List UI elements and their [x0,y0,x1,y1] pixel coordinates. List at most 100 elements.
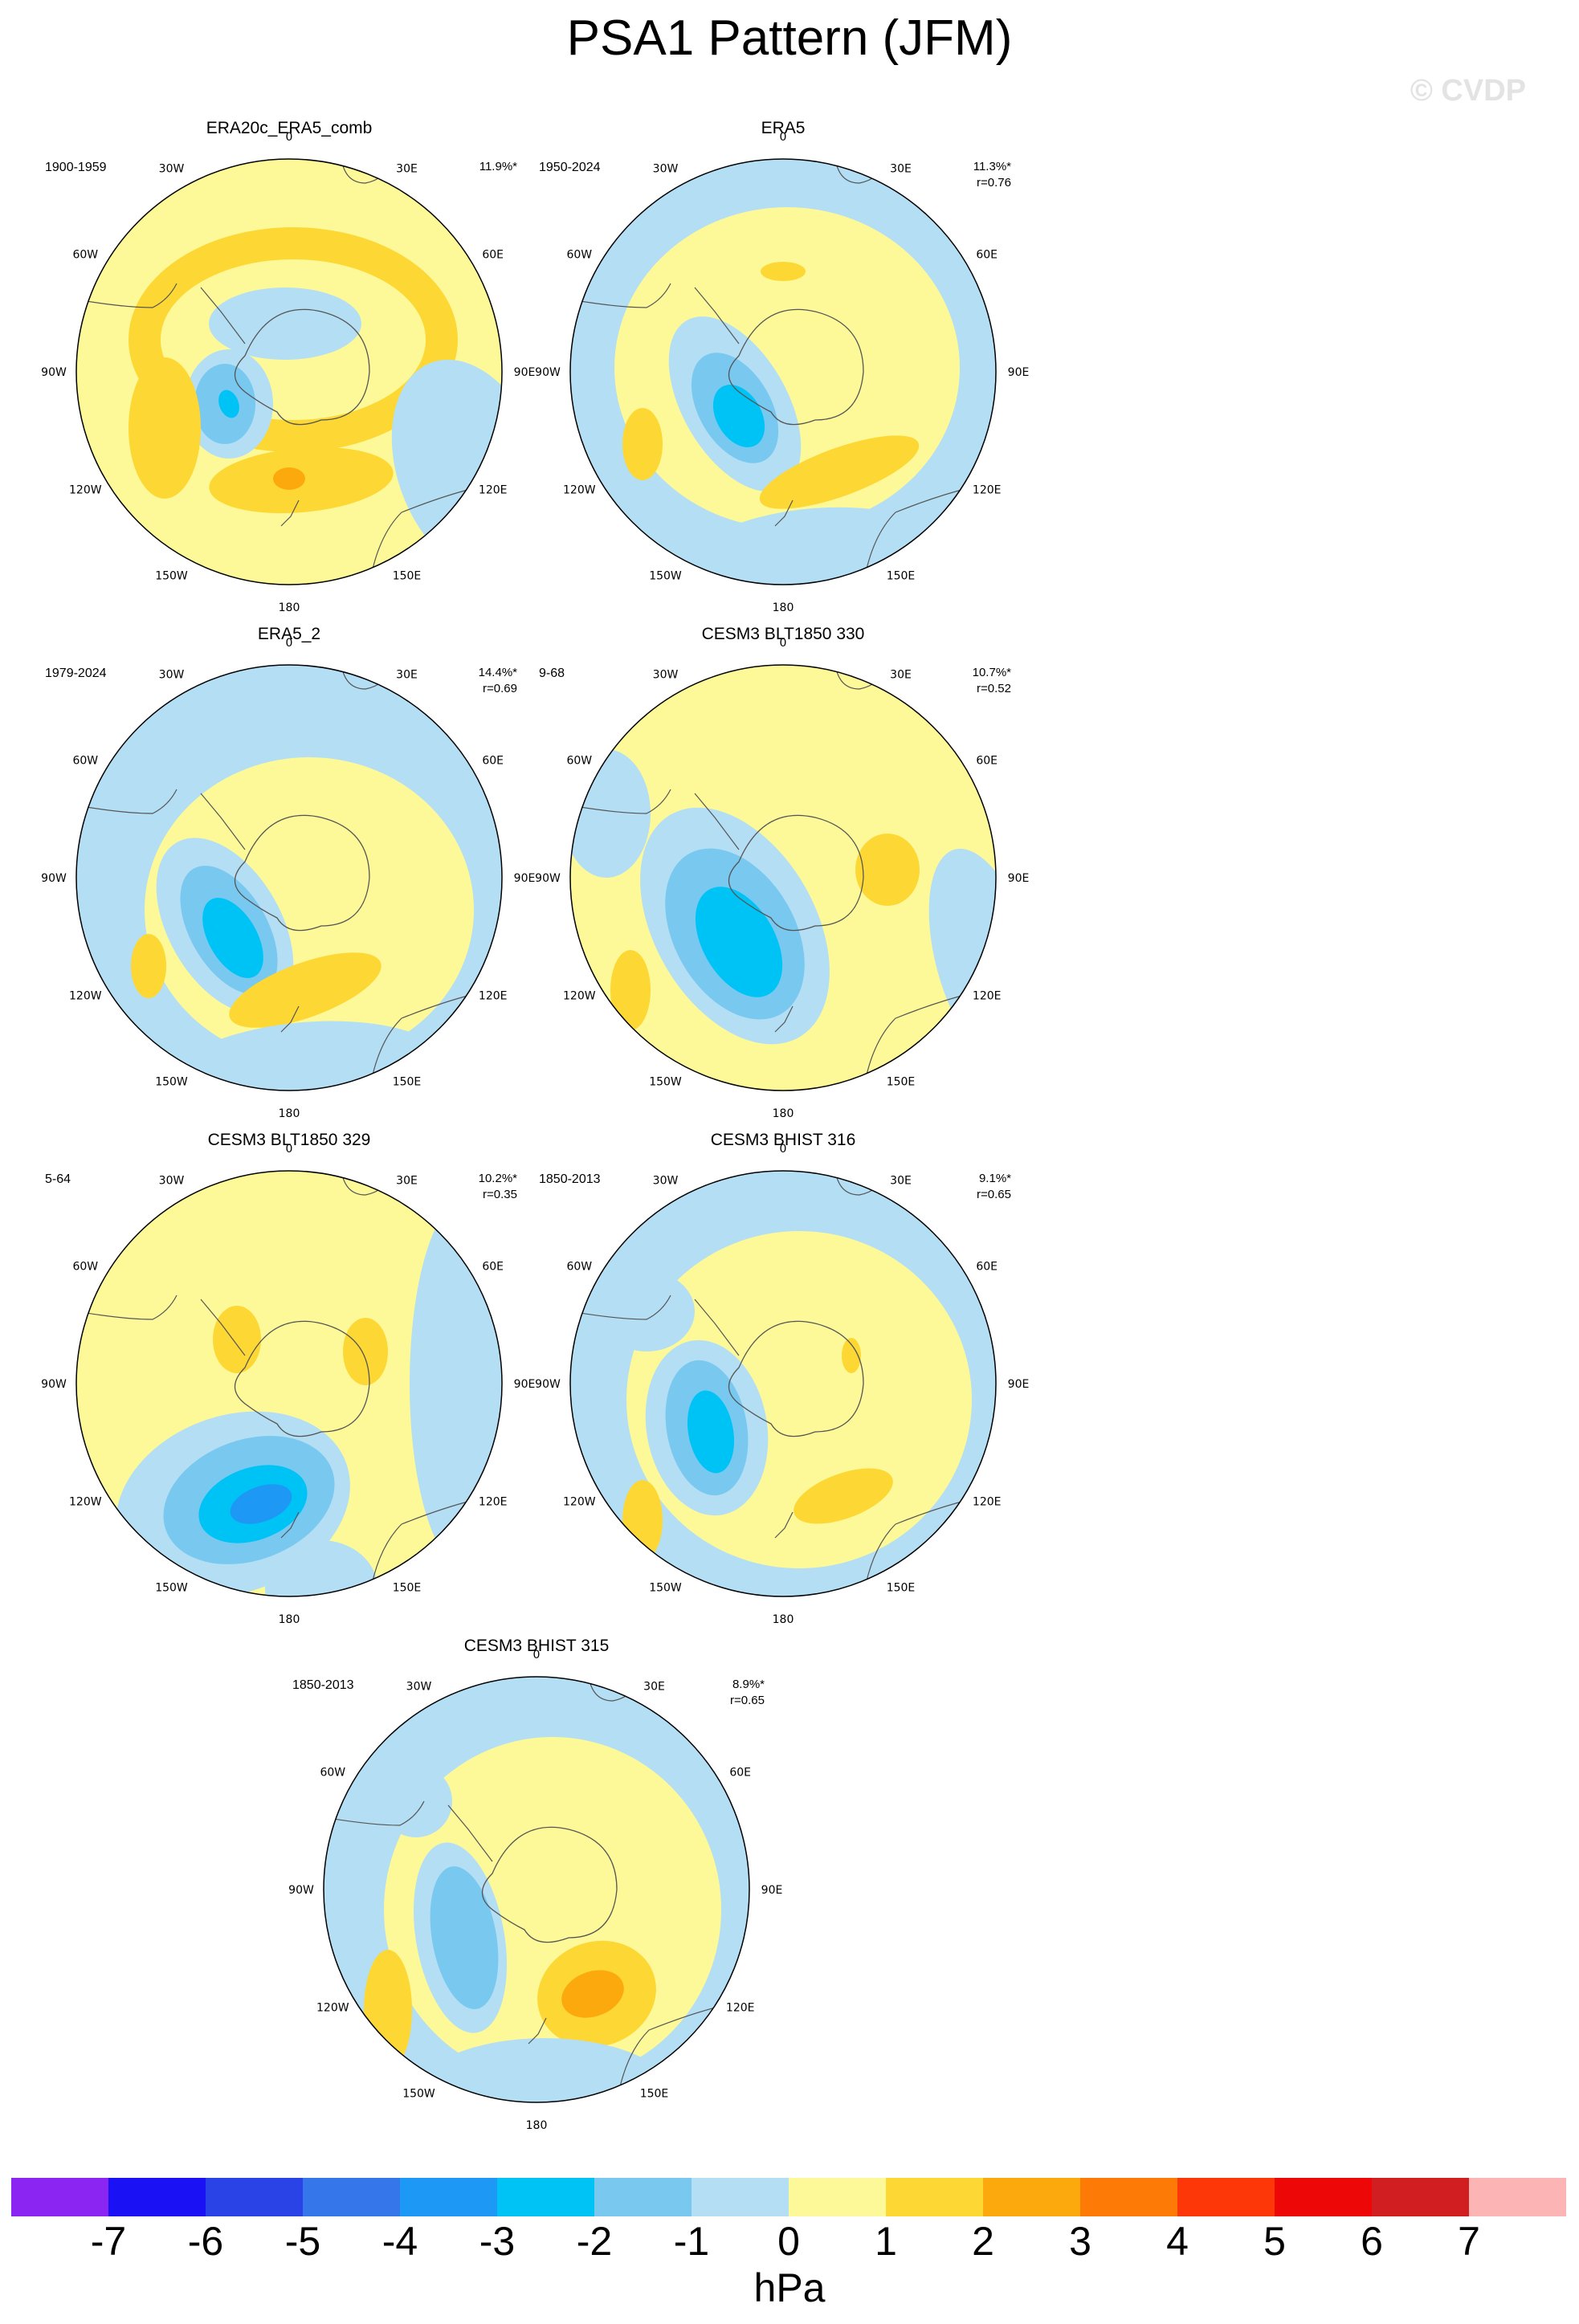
longitude-label: 120W [69,1496,102,1509]
new-zealand-coastline [280,1005,300,1033]
longitude-label: 60E [482,1261,504,1274]
contour-region [218,389,239,418]
panel-stats: 10.2%* r=0.35 [479,1171,517,1203]
contour-region [622,1480,663,1560]
longitude-label: 30W [159,162,185,175]
contour-region [416,2038,673,2102]
panel-title: CESM3 BLT1850 330 [701,625,865,643]
contour-region [229,952,381,1028]
peninsula-coastline [447,1804,493,1862]
variance-explained: 9.1%* [978,1172,1011,1185]
longitude-label: 120W [69,990,102,1003]
longitude-label: 30W [406,1680,432,1693]
longitude-label: 120E [726,2002,755,2015]
panel-period: 9-68 [539,667,565,680]
longitude-label: 90W [535,1378,561,1391]
longitude-label: 180 [773,601,794,614]
longitude-label: 120E [973,484,1002,497]
colorbar-segment [206,2178,303,2216]
colorbar-segment [692,2178,789,2216]
longitude-label: 60W [320,1767,345,1780]
longitude-label: 150E [393,1582,422,1595]
colorbar-segment [11,2178,108,2216]
antarctica-coastline [234,308,370,426]
colorbar-tick-label: -4 [381,2219,418,2264]
longitude-label: 150E [887,1076,916,1089]
map-panel: 0 30E 60E 90E 120E 150E 180 150W 120W 90W 60W 30W CE… [526,625,1040,1120]
panel-period: 1900-1959 [45,161,107,174]
colorbar-segment [789,2178,886,2216]
longitude-label: 60W [72,755,98,768]
colorbar-segment [983,2178,1080,2216]
longitude-label: 90E [514,366,536,379]
contour-region [343,1318,388,1385]
contour-region [161,1021,450,1091]
new-zealand-coastline [280,1511,300,1539]
contour-region [842,1338,861,1373]
longitude-label: 150W [155,1076,188,1089]
australia-coastline [863,1499,969,1596]
map-panel: 0 30E 60E 90E 120E 150E 180 150W 120W 90W 60W 30W CE… [32,1131,546,1626]
polar-map: 0 30E 60E 90E 120E 150E 180 150W 120W 90W 60W 30W [41,1143,535,1626]
colorbar-tick-label: 5 [1263,2219,1286,2264]
antarctica-coastline [234,814,370,932]
panel-title: CESM3 BHIST 316 [710,1131,856,1149]
contour-region [794,1468,893,1524]
panel-title: ERA5_2 [257,625,321,643]
colorbar-segment [1275,2178,1372,2216]
longitude-label: 0 [780,637,787,650]
map-border [569,664,997,1091]
pattern-correlation: r=0.52 [977,682,1011,695]
longitude-label: 90E [514,872,536,885]
variance-explained: 10.7%* [972,666,1011,679]
longitude-label: 0 [780,131,787,144]
south-america-coastline [570,1295,671,1320]
figure-title: PSA1 Pattern (JFM) [566,10,1013,66]
panel-period: 1979-2024 [45,667,107,680]
panel-title: ERA20c_ERA5_comb [206,119,373,137]
longitude-label: 180 [773,1613,794,1626]
longitude-label: 30E [890,668,912,681]
longitude-label: 150W [155,1582,188,1595]
colorbar-tick-label: 2 [972,2219,994,2264]
antarctica-coastline [728,814,864,932]
panel-stats: 9.1%* r=0.65 [977,1171,1011,1203]
longitude-label: 90E [1008,872,1030,885]
south-america-coastline [570,283,671,308]
new-zealand-coastline [774,1005,794,1033]
colorbar [11,2178,1566,2216]
longitude-label: 150E [887,570,916,583]
longitude-label: 150E [640,2088,669,2101]
longitude-label: 0 [286,131,293,144]
antarctica-coastline [481,1826,618,1943]
peninsula-coastline [200,793,246,850]
pattern-correlation: r=0.69 [483,682,517,695]
new-zealand-coastline [774,1511,794,1539]
variance-explained: 14.4%* [478,666,517,679]
longitude-label: 90W [41,1378,67,1391]
watermark: © CVDP [1410,74,1526,108]
colorbar-segment [1372,2178,1469,2216]
longitude-label: 90W [535,872,561,885]
panel-stats: 14.4%* r=0.69 [479,665,517,697]
colorbar-segment [594,2178,692,2216]
longitude-label: 90W [535,366,561,379]
contour-region [129,357,201,499]
variance-explained: 8.9%* [732,1678,765,1691]
longitude-label: 90E [1008,366,1030,379]
south-america-coastline [76,789,177,814]
contour-region [610,950,651,1030]
longitude-label: 30E [396,162,418,175]
colorbar-tick-label: -6 [187,2219,224,2264]
south-america-coastline [76,1295,177,1320]
longitude-label: 60W [72,249,98,262]
panel-period: 1850-2013 [292,1678,354,1692]
longitude-label: 150W [155,570,188,583]
longitude-label: 150E [393,570,422,583]
map-border [75,158,503,585]
longitude-label: 30W [653,668,679,681]
colorbar-segment [1177,2178,1275,2216]
longitude-label: 180 [773,1107,794,1120]
longitude-label: 30E [643,1680,665,1693]
contour-region [202,898,263,978]
